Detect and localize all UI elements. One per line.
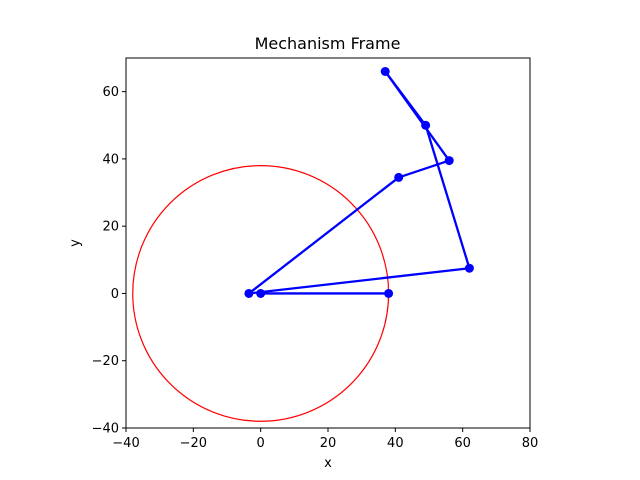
y-tick-label: −20 <box>92 354 119 369</box>
link-segment-6 <box>397 159 451 179</box>
x-tick-label: 60 <box>454 436 471 451</box>
y-tick-label: 20 <box>102 220 119 235</box>
plot-area <box>132 66 474 422</box>
joint-marker-4 <box>464 263 474 273</box>
joint-marker-5 <box>421 120 431 130</box>
link-segment-3 <box>424 124 471 270</box>
y-tick-label: −40 <box>92 422 119 437</box>
x-tick-label: 40 <box>387 436 404 451</box>
joint-marker-8 <box>444 156 454 166</box>
y-axis: −40 −20 0 20 40 60 <box>92 85 126 437</box>
x-tick-label: −20 <box>180 436 207 451</box>
link-segment-5 <box>247 176 400 295</box>
joint-marker-7 <box>394 172 404 182</box>
y-tick-label: 60 <box>102 85 119 100</box>
y-tick-label: 0 <box>111 287 119 302</box>
x-tick-label: 80 <box>522 436 539 451</box>
link-segment-7 <box>384 70 451 162</box>
link-segment-2 <box>247 267 471 295</box>
y-tick-label: 40 <box>102 152 119 167</box>
chart-title: Mechanism Frame <box>255 34 401 53</box>
y-axis-label: y <box>68 239 83 247</box>
x-tick-label: 20 <box>320 436 337 451</box>
joint-marker-6 <box>380 66 390 76</box>
x-axis-label: x <box>324 456 332 471</box>
joint-marker-3 <box>244 288 254 298</box>
x-tick-label: 0 <box>257 436 265 451</box>
x-axis: −40 −20 0 20 40 60 80 <box>112 428 538 451</box>
joint-marker-2 <box>384 288 394 298</box>
x-tick-label: −40 <box>112 436 139 451</box>
joint-marker-1 <box>256 288 266 298</box>
